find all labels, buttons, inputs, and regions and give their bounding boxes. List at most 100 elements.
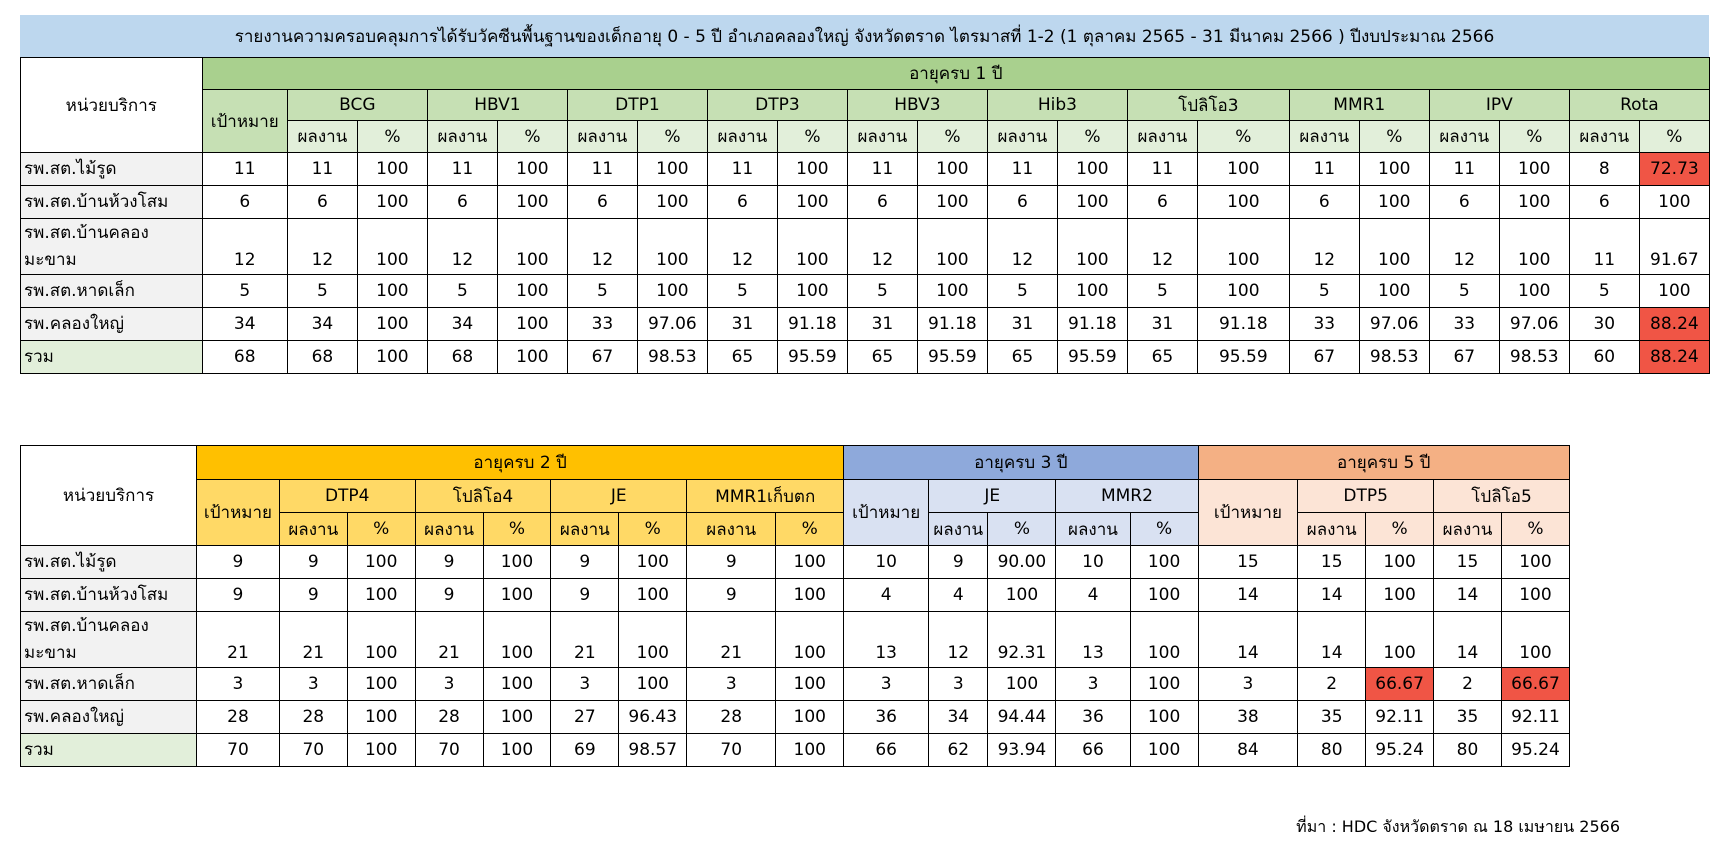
result-value: 62 [928,733,989,767]
percent-value: 100 [496,185,568,219]
target-value: 3 [843,667,930,701]
result-value: 30 [1568,307,1640,341]
percent-value: 100 [776,274,848,308]
result-value: 12 [1288,218,1360,275]
target-value: 36 [843,700,930,734]
result-value: 67 [566,340,638,374]
target-value: 11 [201,152,288,186]
result-value: 10 [1055,545,1131,579]
age-5-group-header: อายุครบ 5 ปี [1197,445,1571,480]
percent-value: 100 [1056,218,1128,275]
result-value: 36 [1055,700,1131,734]
vaccine-header: โปลิโอ5 [1433,479,1570,513]
percent-value: 100 [356,185,428,219]
percent-value: 95.59 [1056,340,1128,374]
percent-value: 95.59 [916,340,988,374]
percent-value: 100 [356,152,428,186]
percent-value: 100 [776,218,848,275]
percent-value: 100 [1056,152,1128,186]
percent-value: 100 [1056,274,1128,308]
result-value: 34 [928,700,989,734]
result-value: 12 [286,218,358,275]
result-value: 12 [1428,218,1500,275]
percent-value: 93.94 [987,733,1057,767]
result-value: 5 [1428,274,1500,308]
result-value: 33 [1428,307,1500,341]
target-value: 5 [201,274,288,308]
percent-value: 91.67 [1638,218,1711,275]
result-value: 31 [706,307,778,341]
result-value: 14 [1297,611,1367,668]
percent-header: % [1056,120,1128,153]
result-header: ผลงาน [566,120,638,153]
target-value: 21 [196,611,280,668]
result-value: 11 [1428,152,1500,186]
unit-name: รวม [19,733,198,767]
result-value: 68 [286,340,358,374]
result-value: 14 [1433,578,1502,612]
percent-value: 100 [1498,274,1570,308]
target-value: 6 [201,185,288,219]
target-value: 14 [1197,578,1299,612]
result-value: 5 [426,274,498,308]
target-value: 9 [196,545,280,579]
result-header: ผลงาน [1126,120,1198,153]
unit-name: รพ.สต.บ้านคลองมะขาม [19,611,198,668]
percent-value: 98.53 [1358,340,1430,374]
percent-value: 100 [482,733,552,767]
target-value: 28 [196,700,280,734]
percent-header: % [346,512,416,546]
percent-value: 100 [1500,578,1571,612]
percent-value: 100 [1358,185,1430,219]
percent-header: % [356,120,428,153]
result-value: 68 [426,340,498,374]
percent-value: 100 [1638,185,1711,219]
table-row: รพ.คลองใหญ่ 34 34 100 34 100 33 97.06 31 91.18 31 9… [20,307,1711,341]
result-value: 6 [986,185,1058,219]
percent-value: 100 [496,340,568,374]
target-value: 38 [1197,700,1299,734]
percent-value: 100 [1358,218,1430,275]
result-value: 33 [1288,307,1360,341]
percent-header: % [1365,512,1435,546]
target-value: 12 [201,218,288,275]
percent-value: 100 [1056,185,1128,219]
target-value: 66 [843,733,930,767]
percent-value: 100 [482,611,552,668]
unit-name: รพ.สต.บ้านคลองมะขาม [20,218,203,275]
result-header: ผลงาน [414,512,484,546]
result-value: 66 [1055,733,1131,767]
result-value: 5 [846,274,918,308]
table-row: รพ.สต.บ้านห้วงโสม 9 9 100 9 100 9 100 9 100 4 4 100 4… [19,578,1571,612]
percent-value: 100 [775,545,845,579]
percent-value: 100 [1196,274,1290,308]
vaccine-header: DTP4 [278,479,416,513]
percent-value: 88.24 [1638,340,1711,374]
percent-value: 100 [987,578,1057,612]
percent-value: 100 [1196,152,1290,186]
result-value: 11 [986,152,1058,186]
result-value: 11 [1288,152,1360,186]
percent-value: 100 [1498,218,1570,275]
result-value: 34 [286,307,358,341]
percent-value: 100 [1498,152,1570,186]
result-value: 70 [686,733,777,767]
result-value: 11 [426,152,498,186]
percent-value: 100 [916,274,988,308]
percent-header: % [916,120,988,153]
result-value: 9 [278,545,348,579]
percent-value: 95.59 [776,340,848,374]
percent-header: % [775,512,845,546]
percent-value: 96.43 [618,700,688,734]
table-row: รพ.สต.หาดเล็ก 3 3 100 3 100 3 100 3 100 3 3 100 3 100 3… [19,667,1571,701]
vaccine-header: โปลิโอ3 [1126,89,1290,121]
percent-value: 95.24 [1500,733,1571,767]
percent-value: 100 [636,185,708,219]
percent-header: % [618,512,688,546]
percent-value: 100 [636,274,708,308]
result-header: ผลงาน [286,120,358,153]
result-value: 11 [706,152,778,186]
result-value: 5 [1126,274,1198,308]
result-header: ผลงาน [550,512,620,546]
result-value: 12 [928,611,989,668]
